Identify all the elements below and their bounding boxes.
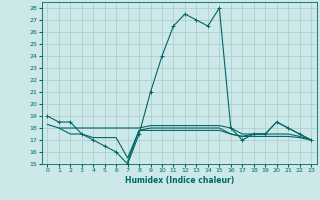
X-axis label: Humidex (Indice chaleur): Humidex (Indice chaleur) bbox=[124, 176, 234, 185]
